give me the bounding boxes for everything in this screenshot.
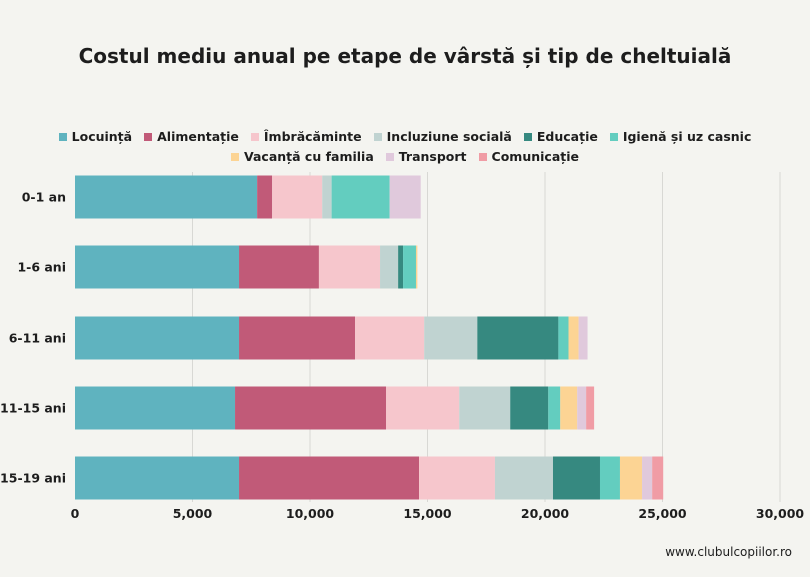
bar-segment xyxy=(272,175,323,219)
legend-label: Alimentație xyxy=(157,129,239,144)
category-label: 11-15 ani xyxy=(0,401,66,416)
bar-segment xyxy=(419,456,495,500)
bar-segment xyxy=(398,245,404,289)
bar-segment xyxy=(239,456,420,500)
bar-segment xyxy=(75,316,240,360)
bar-segment xyxy=(355,316,425,360)
legend-swatch xyxy=(373,133,382,141)
legend-row-1: Locuință Alimentație Îmbrăcăminte Incluziun… xyxy=(0,129,810,144)
bar-segment xyxy=(389,175,421,219)
legend-swatch xyxy=(523,133,532,141)
legend-swatch xyxy=(144,133,153,141)
legend-label: Educație xyxy=(536,129,598,144)
category-label: 0-1 an xyxy=(22,190,66,205)
legend-item: Igienă și uz casnic xyxy=(609,129,752,144)
legend-label: Vacanță cu familia xyxy=(243,149,374,164)
bar-segment xyxy=(403,245,416,289)
legend-item: Educație xyxy=(523,129,598,144)
x-tick-label: 25,000 xyxy=(638,506,687,521)
bar-segment xyxy=(75,386,236,430)
bar-segment xyxy=(560,386,578,430)
bar-segment xyxy=(619,456,643,500)
bar-segment xyxy=(75,175,258,219)
x-tick-label: 15,000 xyxy=(403,506,452,521)
x-tick-label: 20,000 xyxy=(521,506,570,521)
bar-segment xyxy=(494,456,553,500)
bar-segment xyxy=(652,456,664,500)
bar-segment xyxy=(578,316,588,360)
category-label: 15-19 ani xyxy=(0,471,66,486)
bar-segment xyxy=(318,245,381,289)
legend-row-2: Vacanță cu familia Transport Comunicație xyxy=(0,149,810,164)
bar-segment xyxy=(459,386,511,430)
bar-segment xyxy=(415,245,418,289)
x-tick-label: 10,000 xyxy=(286,506,335,521)
legend-label: Îmbrăcăminte xyxy=(263,129,362,144)
bar-segment xyxy=(380,245,399,289)
bar-segment xyxy=(577,386,587,430)
bar-segment xyxy=(239,245,319,289)
legend-swatch xyxy=(250,133,259,141)
bar-segment xyxy=(510,386,549,430)
bar-segment xyxy=(75,456,240,500)
bar-segment xyxy=(239,316,356,360)
bar-segment xyxy=(322,175,332,219)
legend-item: Îmbrăcăminte xyxy=(250,129,362,144)
source-url: www.clubulcopiilor.ro xyxy=(665,545,792,559)
bar-segment xyxy=(75,245,240,289)
legend-swatch xyxy=(609,133,618,141)
bar-segment xyxy=(599,456,620,500)
category-label: 6-11 ani xyxy=(9,331,66,346)
legend-label: Transport xyxy=(398,149,467,164)
legend-item: Vacanță cu familia xyxy=(230,149,374,164)
legend-swatch xyxy=(58,133,67,141)
bar-segment xyxy=(586,386,595,430)
bar-segment xyxy=(642,456,653,500)
legend-label: Igienă și uz casnic xyxy=(622,129,752,144)
x-tick-label: 5,000 xyxy=(173,506,213,521)
x-tick-label: 30,000 xyxy=(756,506,805,521)
bar-segment xyxy=(235,386,387,430)
legend-swatch xyxy=(385,153,394,161)
bar-segment xyxy=(424,316,478,360)
bar-segment xyxy=(568,316,579,360)
bar-segment xyxy=(558,316,569,360)
legend-swatch xyxy=(478,153,487,161)
x-tick-label: 0 xyxy=(71,506,80,521)
legend-label: Incluziune socială xyxy=(386,129,512,144)
bar-segment xyxy=(257,175,273,219)
legend-item: Locuință xyxy=(58,129,133,144)
bar-segment xyxy=(477,316,559,360)
bar-segment xyxy=(548,386,561,430)
legend-item: Comunicație xyxy=(478,149,579,164)
legend-swatch xyxy=(230,153,239,161)
legend-item: Incluziune socială xyxy=(373,129,512,144)
bar-segment xyxy=(331,175,390,219)
bar-segment xyxy=(552,456,600,500)
legend-item: Transport xyxy=(385,149,467,164)
chart-title: Costul mediu anual pe etape de vârstă și… xyxy=(78,44,732,68)
bar-segment xyxy=(386,386,460,430)
legend-label: Locuință xyxy=(71,129,133,144)
category-label: 1-6 ani xyxy=(17,260,66,275)
legend-label: Comunicație xyxy=(491,149,579,164)
legend-item: Alimentație xyxy=(144,129,239,144)
